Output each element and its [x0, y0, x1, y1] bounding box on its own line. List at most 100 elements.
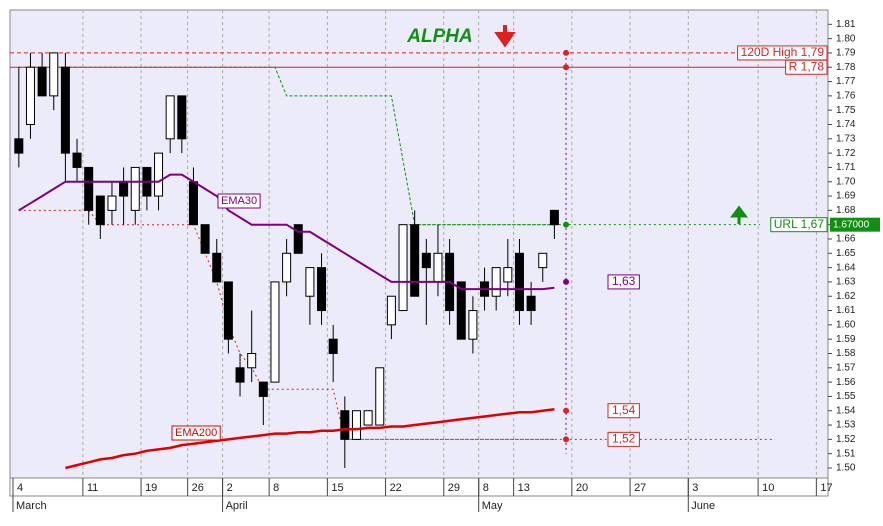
candle-body: [433, 252, 443, 283]
y-tick-label: 1.70: [836, 176, 856, 187]
candle-body: [410, 224, 420, 297]
stop-line: [18, 66, 555, 226]
y-tick-label: 1.51: [836, 448, 856, 459]
level-label: R 1,78: [789, 59, 825, 73]
y-tick-label: 1.59: [836, 334, 856, 345]
level-label-box: [785, 59, 828, 75]
y-tick-label: 1.56: [836, 377, 856, 388]
series-label: EMA30: [221, 195, 257, 207]
x-tick-label: 8: [273, 482, 279, 494]
sell-arrow: [494, 25, 516, 48]
x-tick-label: 4: [17, 482, 23, 494]
x-tick-label: 11: [87, 482, 98, 494]
y-tick-label: 1.74: [836, 119, 856, 130]
candle-body: [503, 267, 513, 283]
x-tick-label: 29: [448, 482, 460, 494]
candle-body: [247, 352, 257, 369]
candle-body: [363, 410, 373, 426]
marker-label-box: [607, 403, 640, 419]
candle-body: [49, 52, 59, 97]
series-label: EMA200: [175, 427, 217, 439]
level-label-box: [737, 45, 828, 61]
x-tick-label: 13: [518, 482, 530, 494]
marker-label: 1,52: [612, 432, 636, 446]
x-tick-label: 17: [820, 482, 832, 494]
y-tick-label: 1.61: [836, 305, 856, 316]
y-tick-label: 1.53: [836, 420, 856, 431]
marker-label: 1,54: [612, 403, 636, 417]
x-tick-label: 27: [634, 482, 646, 494]
candle-body: [468, 310, 478, 340]
y-tick-label: 1.77: [836, 76, 856, 87]
x-axis-band: [9, 477, 829, 497]
level-dot: [563, 64, 570, 71]
x-tick-label: 2: [227, 482, 233, 494]
level-label: URL 1,67: [774, 217, 825, 231]
y-tick-label: 1.71: [836, 162, 856, 173]
candle-body: [258, 381, 268, 397]
price-tag-box: [830, 217, 880, 232]
marker-dot: [563, 407, 570, 414]
x-tick-label: 15: [331, 482, 343, 494]
y-tick-label: 1.80: [836, 33, 856, 44]
candle-body: [25, 66, 35, 125]
candle-body: [84, 166, 94, 211]
x-tick-label: 26: [192, 482, 204, 494]
candle-body: [95, 195, 105, 226]
y-tick-label: 1.78: [836, 62, 856, 73]
candle-body: [130, 166, 140, 211]
candle-body: [270, 281, 280, 383]
candle-body: [293, 224, 303, 254]
x-tick-label: 10: [762, 482, 774, 494]
series-label-box: [171, 425, 221, 441]
y-tick-label: 1.60: [836, 320, 856, 331]
month-label: March: [16, 500, 47, 512]
candle-body: [340, 410, 350, 440]
month-label: May: [482, 500, 503, 512]
candle-body: [375, 367, 385, 426]
marker-label: 1,63: [612, 274, 636, 288]
ema-line: [18, 173, 555, 291]
series-label-box: [217, 193, 261, 209]
y-tick-label: 1.79: [836, 48, 856, 59]
candle-body: [223, 281, 233, 340]
y-tick-label: 1.68: [836, 205, 856, 216]
candle-body: [165, 95, 175, 140]
y-tick-label: 1.76: [836, 91, 856, 102]
candle-body: [107, 195, 117, 211]
candle-body: [398, 224, 408, 312]
candle-body: [421, 252, 431, 269]
candle-body: [305, 267, 315, 297]
marker-dot: [563, 436, 570, 443]
candle-body: [60, 66, 70, 154]
x-tick-label: 8: [483, 482, 489, 494]
candle-body: [328, 338, 338, 354]
y-tick-label: 1.54: [836, 405, 856, 416]
signal-label: ALPHA: [406, 26, 472, 47]
stop-line: [18, 209, 555, 440]
y-tick-label: 1.50: [836, 463, 856, 474]
level-dot: [563, 221, 570, 228]
y-tick-label: 1.62: [836, 291, 856, 302]
candle-body: [177, 95, 187, 140]
candle-body: [200, 224, 210, 254]
y-tick-label: 1.64: [836, 262, 856, 273]
y-tick-label: 1.57: [836, 362, 856, 373]
candle-body: [456, 281, 466, 340]
y-tick-label: 1.63: [836, 277, 856, 288]
ema-line: [65, 408, 555, 470]
x-tick-label: 20: [576, 482, 588, 494]
y-tick-label: 1.58: [836, 348, 856, 359]
candle-body: [386, 295, 396, 326]
y-tick-label: 1.72: [836, 148, 856, 159]
level-label-box: [770, 217, 828, 233]
candle-body: [37, 66, 47, 97]
candle-body: [491, 267, 501, 297]
marker-dot: [563, 278, 570, 285]
candle-body: [351, 410, 361, 440]
candle-body: [188, 181, 198, 226]
candle-body: [14, 138, 24, 154]
level-label: 120D High 1,79: [741, 45, 825, 59]
x-tick-label: 22: [390, 482, 402, 494]
marker-label-box: [607, 431, 640, 447]
